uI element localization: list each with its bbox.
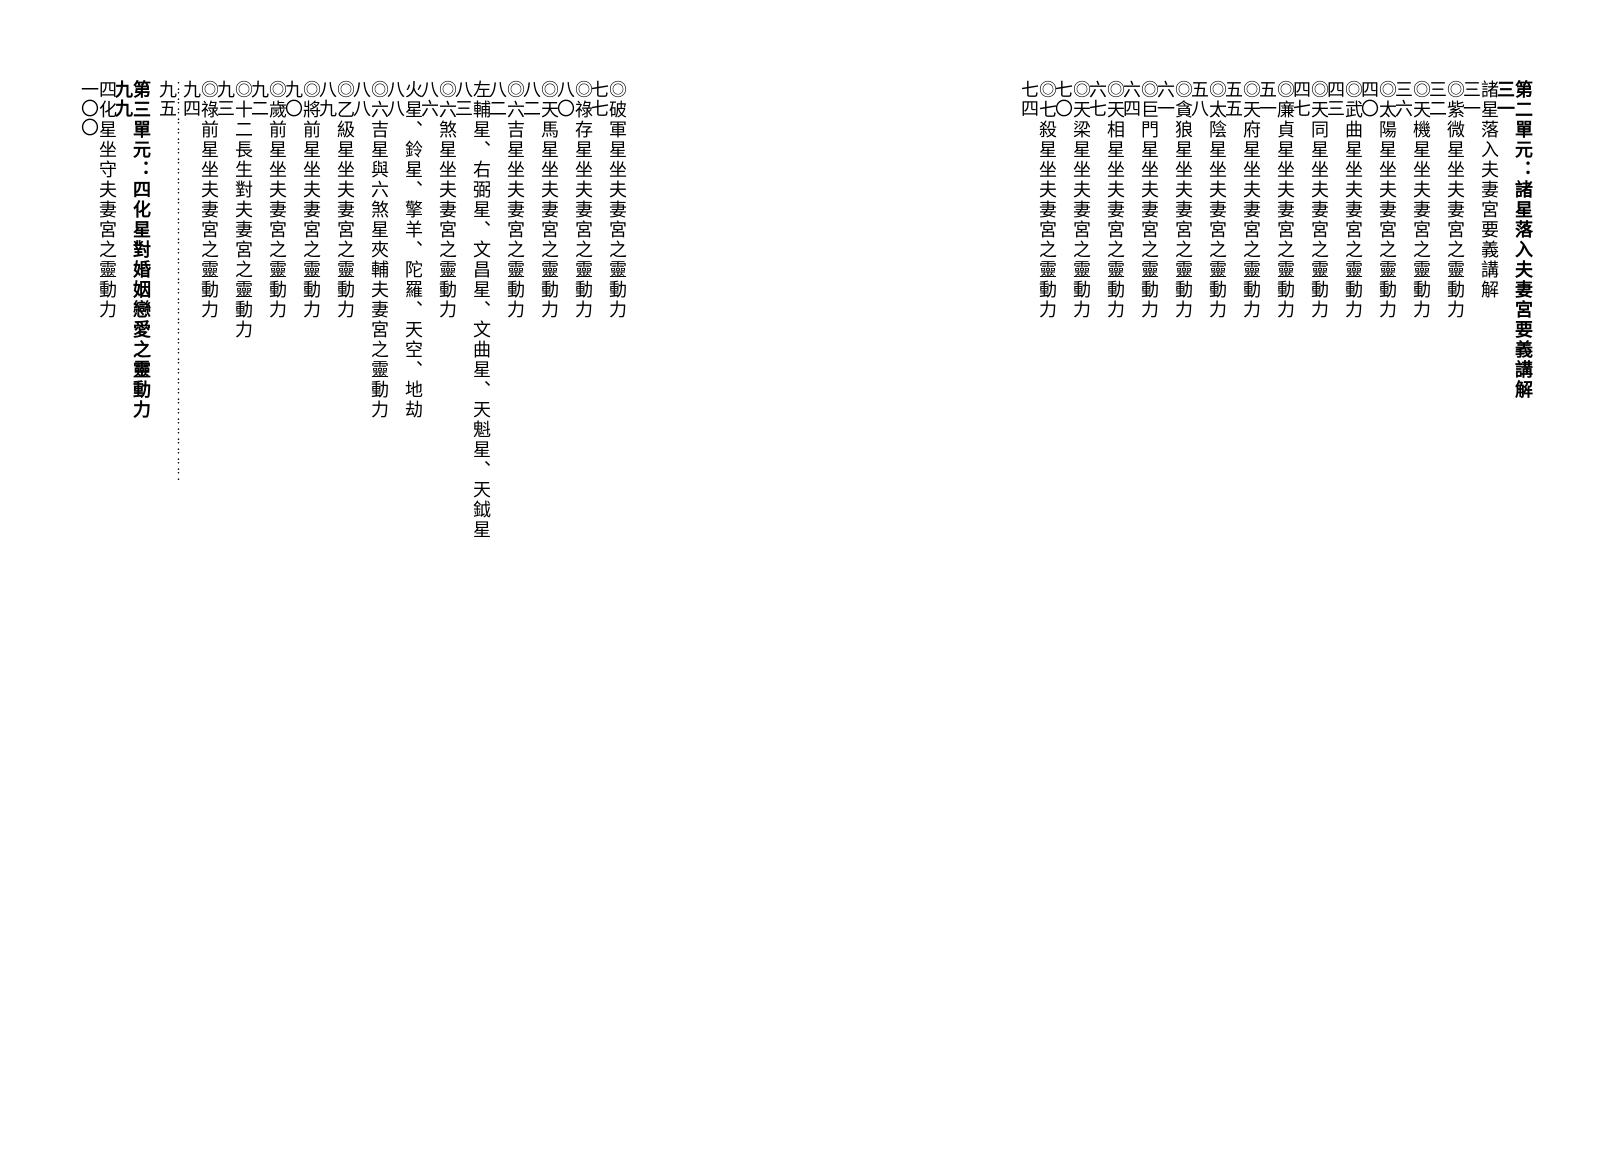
toc-page-number: 七〇 (1054, 80, 1072, 1000)
toc-page-number: 七七 (590, 80, 608, 1000)
toc-entry-text: 第二單元：諸星落入夫妻宮要義講解 (1514, 80, 1532, 1000)
toc-page-number: 八六 (420, 80, 438, 1000)
toc-entry: 第三單元：四化星對婚姻戀愛之靈動力九九 (124, 80, 150, 1000)
toc-page-number: 三六 (1394, 80, 1412, 1000)
toc-page-number: 六四 (1122, 80, 1140, 1000)
toc-page-number: 八八 (386, 80, 404, 1000)
toc-entry: ◎天相星坐夫妻宮之靈動力六七 (1098, 80, 1124, 1000)
toc-entry: ◎祿前星坐夫妻宮之靈動力九四 (192, 80, 218, 1000)
toc-dots (176, 80, 184, 1000)
toc-entry: ◎太陰星坐夫妻宮之靈動力五八 (1200, 80, 1226, 1000)
toc-page-number: 六七 (1088, 80, 1106, 1000)
toc-page-number: 九九 (114, 80, 132, 1000)
toc-page-number: 三二 (1428, 80, 1446, 1000)
toc-entry: ◎太陽星坐夫妻宮之靈動力四〇 (1370, 80, 1396, 1000)
toc-entry: 左輔星、右弼星、文昌星、文曲星、天魁星、天鉞星八三 (464, 80, 490, 1000)
toc-page-number: 八八 (352, 80, 370, 1000)
toc-page-number: 五一 (1258, 80, 1276, 1000)
toc-page-number: 七四 (1020, 80, 1038, 1000)
toc-page-number: 九二 (250, 80, 268, 1000)
toc-page-number: 九四 (182, 80, 200, 1000)
page-gap (728, 80, 928, 1071)
toc-entry-text: ◎破軍星坐夫妻宮之靈動力 (608, 80, 626, 1000)
toc-entry: ◎武曲星坐夫妻宮之靈動力四三 (1336, 80, 1362, 1000)
toc-entry: 第二單元：諸星落入夫妻宮要義講解三一 (1506, 80, 1532, 1000)
toc-entry: 諸星落入夫妻宮要義講解三一 (1472, 80, 1498, 1000)
left-page-group: ◎破軍星坐夫妻宮之靈動力七七◎祿存星坐夫妻宮之靈動力八〇◎天馬星坐夫妻宮之靈動力… (90, 80, 626, 1000)
toc-entry: ◎六吉星與六煞星夾輔夫妻宮之靈動力八八 (362, 80, 388, 1000)
toc-entry: ◎破軍星坐夫妻宮之靈動力七七 (600, 80, 626, 1000)
toc-entry: ◎天府星坐夫妻宮之靈動力五五 (1234, 80, 1260, 1000)
toc-entry: ◎祿存星坐夫妻宮之靈動力八〇 (566, 80, 592, 1000)
toc-page-number: 八三 (454, 80, 472, 1000)
toc-entry: ◎六吉星坐夫妻宮之靈動力八二 (498, 80, 524, 1000)
toc-entry: ◎貪狼星坐夫妻宮之靈動力六一 (1166, 80, 1192, 1000)
toc-entry: ◎七殺星坐夫妻宮之靈動力七四 (1030, 80, 1056, 1000)
toc-page-number: 九五 (158, 80, 176, 1000)
toc-page-number: 三一 (1462, 80, 1480, 1000)
toc-entry: ◎天梁星坐夫妻宮之靈動力七〇 (1064, 80, 1090, 1000)
toc-entry: ◎天馬星坐夫妻宮之靈動力八二 (532, 80, 558, 1000)
toc-page-number: 四七 (1292, 80, 1310, 1000)
toc-page-number: 八〇 (556, 80, 574, 1000)
toc-entry: ◎歲前星坐夫妻宮之靈動力九二 (260, 80, 286, 1000)
toc-entry-text: 第三單元：四化星對婚姻戀愛之靈動力 (132, 80, 150, 1000)
toc-entry: ◎將前星坐夫妻宮之靈動力九〇 (294, 80, 320, 1000)
toc-entry: ◎巨門星坐夫妻宮之靈動力六四 (1132, 80, 1158, 1000)
toc-entry: ◎天機星坐夫妻宮之靈動力三六 (1404, 80, 1430, 1000)
toc-entry: ◎六煞星坐夫妻宮之靈動力八六 (430, 80, 456, 1000)
toc-entry: 火星、鈴星、擎羊、陀羅、天空、地劫八八 (396, 80, 422, 1000)
toc-page-number: 一〇〇 (80, 80, 98, 1000)
toc-entry: ◎天同星坐夫妻宮之靈動力四七 (1302, 80, 1328, 1000)
toc-page-number: 八九 (318, 80, 336, 1000)
toc-page-number: 五八 (1190, 80, 1208, 1000)
toc-page-number: 八二 (522, 80, 540, 1000)
toc-entry: 九五 (158, 80, 184, 1000)
toc-page-number: 九〇 (284, 80, 302, 1000)
toc-page-number: 九三 (216, 80, 234, 1000)
toc-entry: ◎十二長生對夫妻宮之靈動力九三 (226, 80, 252, 1000)
toc-page-number: 五五 (1224, 80, 1242, 1000)
toc-page-number: 四〇 (1360, 80, 1378, 1000)
toc-entry: ◎乙級星坐夫妻宮之靈動力八九 (328, 80, 354, 1000)
toc-page-number: 三一 (1496, 80, 1514, 1000)
right-page-group: 第二單元：諸星落入夫妻宮要義講解三一諸星落入夫妻宮要義講解三一◎紫微星坐夫妻宮之… (1030, 80, 1532, 1000)
toc-entry: ◎紫微星坐夫妻宮之靈動力三二 (1438, 80, 1464, 1000)
toc-entry: ◎廉貞星坐夫妻宮之靈動力五一 (1268, 80, 1294, 1000)
toc-page-number: 四三 (1326, 80, 1344, 1000)
toc-page-number: 八二 (488, 80, 506, 1000)
toc-entry: 四化星坐守夫妻宮之靈動力一〇〇 (90, 80, 116, 1000)
toc-page-number: 六一 (1156, 80, 1174, 1000)
